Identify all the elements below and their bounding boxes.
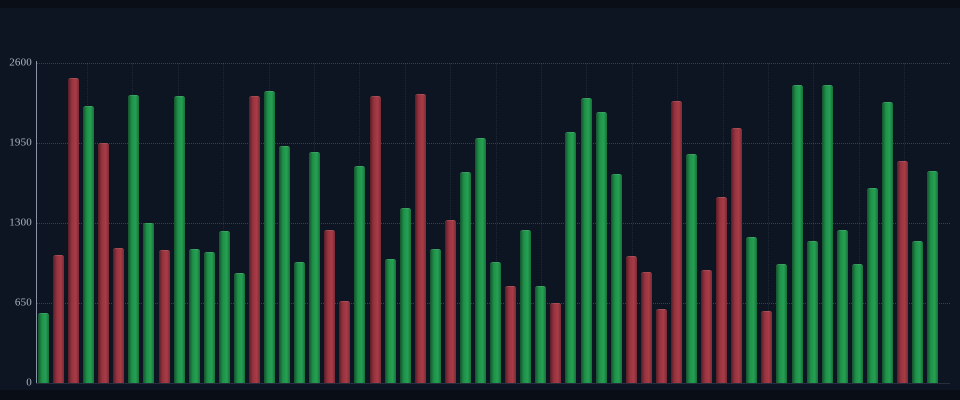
bar-up (475, 138, 487, 383)
bar-up (143, 223, 155, 383)
bar-up (399, 208, 411, 383)
plot-area (36, 61, 950, 384)
bar-up (83, 106, 95, 383)
x-gridline (223, 63, 225, 383)
bar-up (38, 312, 49, 383)
bar-down (113, 247, 125, 383)
bar-up (595, 111, 607, 383)
bar-up (535, 286, 547, 383)
bar-up (836, 229, 848, 383)
bar-down (68, 77, 80, 383)
bottom-letterbox-strip (0, 390, 960, 400)
bar-down (98, 143, 110, 383)
bar-up (791, 84, 803, 383)
bar-up (384, 258, 396, 383)
bar-down (625, 256, 637, 383)
y-gridline (36, 143, 950, 144)
y-axis-label: 0 (26, 376, 32, 389)
bar-down (701, 270, 713, 383)
bar-up (565, 131, 577, 383)
bar-up (128, 95, 140, 383)
bar-down (896, 161, 908, 383)
bar-up (520, 229, 532, 383)
bar-up (188, 248, 200, 383)
bar-up (203, 251, 215, 383)
bar-up (912, 240, 924, 383)
bar-down (339, 300, 351, 383)
x-baseline (36, 383, 950, 384)
bar-up (927, 171, 939, 383)
bar-down (640, 271, 652, 383)
bar-up (294, 262, 306, 383)
bar-down (324, 229, 336, 383)
bar-down (761, 311, 773, 383)
y-axis-line (36, 61, 37, 383)
bar-up (233, 272, 245, 383)
bar-up (821, 84, 833, 383)
bar-up (173, 96, 185, 383)
bar-down (158, 250, 170, 383)
bar-up (881, 101, 893, 383)
x-gridline (858, 63, 860, 383)
bar-up (264, 91, 276, 383)
bar-up (309, 152, 321, 383)
bar-up (490, 262, 502, 383)
bar-down (505, 285, 517, 383)
bar-down (414, 94, 426, 383)
bar-up (580, 98, 592, 383)
y-gridline (36, 223, 950, 224)
bar-down (53, 255, 65, 383)
y-axis-label: 1950 (9, 136, 32, 149)
bar-down (248, 96, 260, 383)
bar-up (776, 263, 788, 383)
x-gridline (768, 63, 769, 383)
bar-up (279, 146, 291, 383)
x-gridline (631, 63, 633, 383)
x-gridline (541, 63, 542, 383)
bar-down (655, 308, 667, 383)
bar-down (731, 127, 743, 383)
y-axis-label: 2600 (9, 56, 32, 69)
bar-up (851, 264, 863, 383)
bar-up (354, 166, 366, 383)
bar-up (429, 248, 441, 383)
x-gridline (813, 63, 815, 383)
bar-down (444, 219, 456, 383)
bar-down (369, 95, 381, 383)
bar-up (686, 154, 697, 383)
bar-down (716, 196, 728, 383)
bar-up (610, 174, 622, 383)
bar-up (218, 231, 230, 383)
bar-down (670, 100, 682, 383)
y-gridline (36, 63, 950, 64)
bar-down (550, 303, 562, 383)
bar-up (746, 236, 758, 383)
bar-up (459, 171, 471, 383)
y-axis-label: 650 (14, 296, 32, 309)
bar-up (866, 187, 878, 383)
x-gridline (495, 63, 497, 383)
y-axis-label: 1300 (9, 216, 32, 229)
bar-up (806, 241, 818, 383)
top-letterbox-strip (0, 0, 960, 8)
